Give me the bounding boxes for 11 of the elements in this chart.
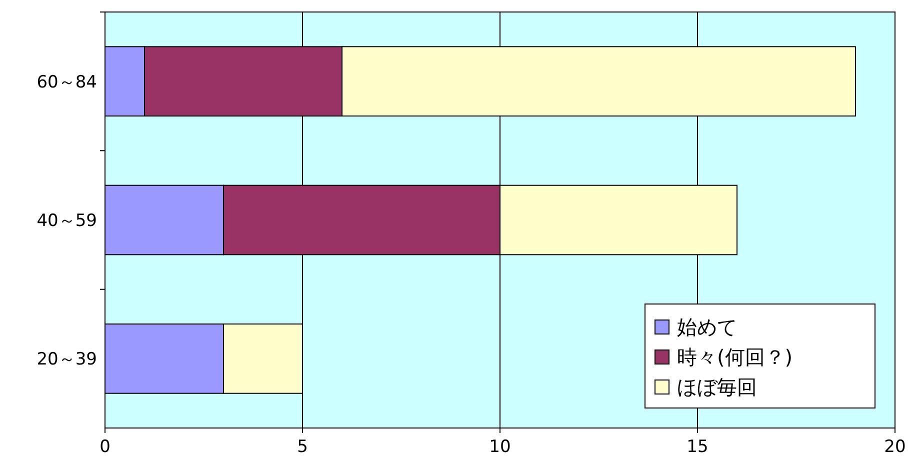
legend-label: ほぼ毎回: [677, 375, 757, 399]
y-tick-label: 60～84: [36, 72, 97, 92]
y-tick-label: 20～39: [36, 350, 97, 370]
x-tick-label: 5: [297, 437, 308, 457]
x-tick-label: 0: [100, 437, 110, 457]
legend-label: 時々(何回？): [677, 345, 793, 369]
y-tick-label: 40～59: [36, 211, 97, 231]
x-tick-label: 15: [686, 437, 708, 457]
x-tick-label: 10: [489, 437, 511, 457]
legend-label: 始めて: [677, 315, 737, 339]
x-tick-label: 20: [884, 437, 906, 457]
